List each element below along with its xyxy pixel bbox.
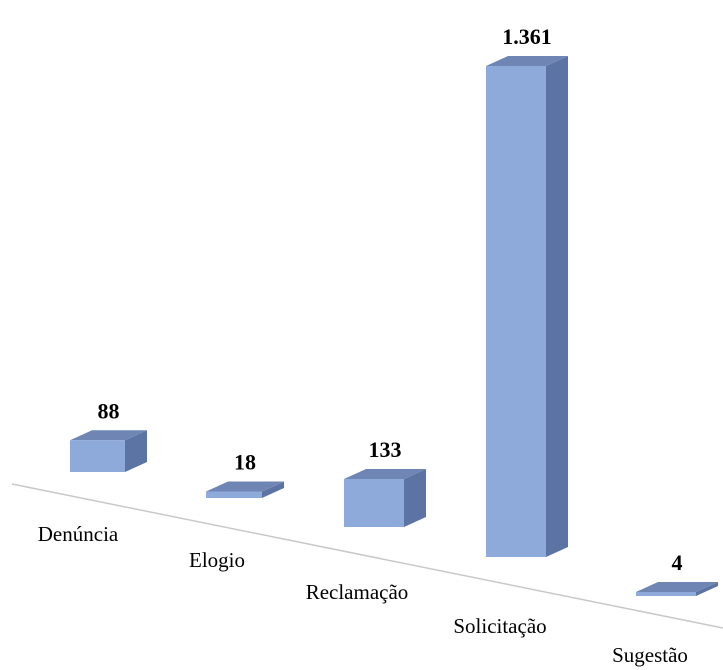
bar-side-face (696, 582, 718, 596)
bar-side-face (125, 430, 147, 472)
bar-5 (636, 582, 718, 596)
bar-front-face (70, 440, 125, 472)
value-labels-group: 88 18 133 1.361 4 (98, 24, 683, 575)
bar-side-face (404, 469, 426, 527)
bar-side-face (262, 481, 284, 498)
bar-front-face (486, 66, 546, 557)
bar-top-face (636, 582, 718, 592)
category-label: Solicitação (453, 614, 546, 638)
category-label: Elogio (189, 548, 245, 572)
bar-front-face (636, 592, 696, 596)
bar-front-face (206, 491, 262, 498)
bar-top-face (344, 469, 426, 480)
value-label: 18 (234, 450, 256, 475)
bar-top-face (70, 430, 147, 441)
category-label: Denúncia (38, 522, 119, 546)
bar-top-face (206, 481, 284, 492)
bar-4 (486, 56, 568, 557)
bars-group (70, 56, 718, 596)
bar-2 (206, 481, 284, 498)
value-label: 88 (98, 398, 120, 423)
category-label: Reclamação (306, 580, 409, 604)
category-axis-line (11, 483, 723, 629)
bar-side-face (546, 56, 568, 557)
bar-front-face (344, 479, 404, 527)
value-label: 4 (672, 550, 683, 575)
bar-3 (344, 469, 426, 527)
bar-top-face (486, 56, 568, 66)
category-labels-group: Denúncia Elogio Reclamação Solicitação Suges… (38, 522, 688, 667)
value-label: 1.361 (502, 24, 552, 49)
bar-1 (70, 430, 147, 472)
value-label: 133 (369, 437, 402, 462)
category-label: Sugestão (612, 643, 688, 667)
